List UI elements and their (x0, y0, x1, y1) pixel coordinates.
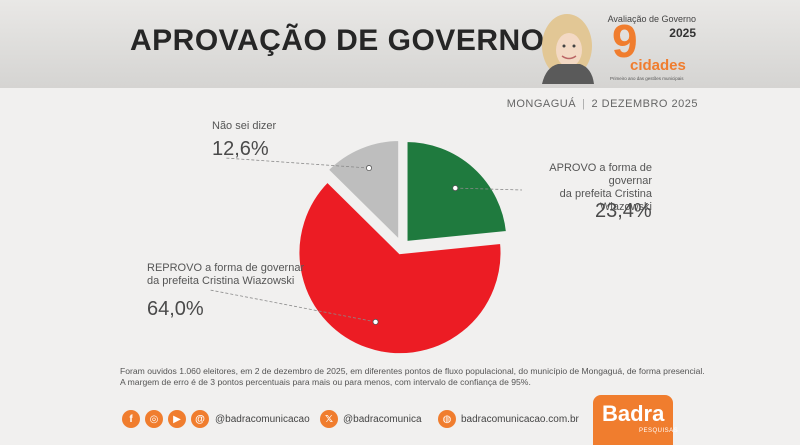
twitter-link[interactable]: 𝕏 @badracomunica (320, 410, 422, 428)
label-aprovo: APROVO a forma de governar da prefeita C… (520, 162, 652, 214)
website-link[interactable]: ◍ badracomunicacao.com.br (438, 410, 579, 428)
page-title: APROVAÇÃO DE GOVERNO (130, 24, 545, 57)
globe-icon[interactable]: ◍ (438, 410, 456, 428)
leader-aprovo-dot (452, 185, 459, 192)
slice-reprovo (296, 178, 504, 357)
location-city: MONGAGUÁ (506, 98, 577, 110)
leader-aprovo (455, 187, 523, 191)
label-reprovo: REPROVO a forma de governar da prefeita … (147, 262, 304, 288)
social-links: f ◎ ▶ @ @badracomunicacao (122, 410, 310, 428)
instagram-icon[interactable]: ◎ (145, 410, 163, 428)
badge-caption: Primeiro ano das gestões municipais (610, 76, 684, 81)
twitter-handle[interactable]: @badracomunica (343, 413, 422, 425)
leader-nao-sei-dot (366, 165, 373, 172)
campaign-badge: Avaliação de Governo 2025 9 cidades Prim… (608, 14, 696, 84)
label-reprovo-line1: REPROVO a forma de governar (147, 262, 305, 274)
badge-number: 9 (612, 15, 638, 67)
separator: | (582, 98, 586, 110)
slice-nao-sei (324, 137, 402, 246)
label-reprovo-line2: da prefeita Cristina Wiazowski (147, 275, 295, 287)
label-aprovo-line1: APROVO a forma de governar (549, 162, 652, 187)
methodology-line1: Foram ouvidos 1.060 eleitores, em 2 de d… (120, 366, 705, 376)
location-date: MONGAGUÁ | 2 DEZEMBRO 2025 (507, 98, 698, 110)
portrait-illustration (542, 14, 594, 84)
badge-year: 2025 (669, 26, 696, 40)
header-banner: APROVAÇÃO DE GOVERNO Avaliação de Govern… (0, 0, 800, 88)
badge-word: cidades (630, 57, 686, 74)
website-url[interactable]: badracomunicacao.com.br (461, 413, 579, 425)
leader-nao-sei (224, 157, 370, 169)
logo-word: Badra (602, 401, 665, 426)
facebook-icon[interactable]: f (122, 410, 140, 428)
brand-logo: Badra PESQUISAS (593, 395, 678, 445)
logo-sub: PESQUISAS (639, 428, 679, 434)
methodology-note: Foram ouvidos 1.060 eleitores, em 2 de d… (120, 366, 720, 388)
label-aprovo-line2: da prefeita Cristina Wiazowski (559, 188, 652, 213)
methodology-line2: A margem de erro é de 3 pontos percentua… (120, 377, 531, 387)
value-reprovo: 64,0% (147, 298, 204, 320)
threads-icon[interactable]: @ (191, 410, 209, 428)
label-nao-sei: Não sei dizer (212, 120, 277, 132)
slice-aprovo (404, 139, 510, 245)
social-handle[interactable]: @badracomunicacao (215, 413, 310, 425)
leader-reprovo-dot (372, 318, 379, 325)
value-nao-sei: 12,6% (212, 138, 269, 160)
x-icon[interactable]: 𝕏 (320, 410, 338, 428)
youtube-icon[interactable]: ▶ (168, 410, 186, 428)
leader-reprovo (209, 289, 376, 323)
survey-date: 2 DEZEMBRO 2025 (591, 98, 698, 110)
value-aprovo: 23,4% (595, 200, 652, 222)
badge-subtitle: Avaliação de Governo (607, 14, 696, 24)
